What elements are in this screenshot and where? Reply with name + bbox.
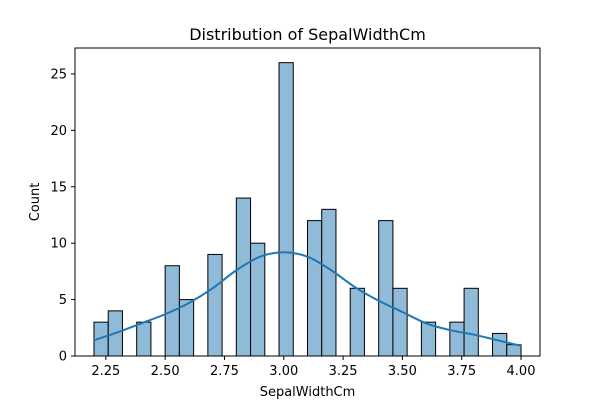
y-tick-label: 10	[50, 237, 67, 252]
histogram-bar	[235, 197, 252, 357]
histogram-bar	[463, 287, 479, 357]
histogram-bar	[136, 321, 152, 357]
x-axis-label: SepalWidthCm	[260, 385, 356, 400]
y-tick-label: 0	[59, 350, 67, 365]
y-axis-label: Count	[28, 183, 43, 222]
histogram-bar	[378, 220, 394, 357]
x-tick-label: 3.50	[388, 364, 417, 379]
y-tick-label: 15	[50, 180, 67, 195]
histogram-bar	[207, 253, 223, 357]
x-tick-label: 3.25	[329, 364, 358, 379]
bars-layer	[93, 62, 522, 357]
chart-title: Distribution of SepalWidthCm	[189, 25, 426, 44]
histogram-bar	[178, 299, 195, 357]
histogram-bar	[392, 287, 408, 357]
x-tick-label: 3.75	[447, 364, 476, 379]
x-tick-label: 3.00	[269, 364, 298, 379]
kde-line	[93, 251, 522, 347]
y-tick-label: 5	[59, 293, 67, 308]
histogram-bar	[321, 208, 337, 357]
histogram-bar	[278, 62, 294, 357]
x-tick-label: 2.50	[151, 364, 180, 379]
plot-frame	[74, 47, 541, 357]
histogram-bar	[506, 344, 522, 357]
x-axis-ticks: 2.25 2.50 2.75 3.00 3.25 3.50 3.75 4.00	[91, 356, 535, 379]
x-tick-label: 2.25	[91, 364, 120, 379]
x-tick-label: 4.00	[507, 364, 536, 379]
y-tick-label: 20	[50, 124, 67, 139]
histogram-bar	[449, 321, 465, 357]
histogram-bar	[420, 321, 437, 357]
histogram-bar	[307, 220, 323, 357]
x-tick-label: 2.75	[210, 364, 239, 379]
y-tick-label: 25	[50, 67, 67, 82]
y-axis-ticks: 0 5 10 15 20 25	[50, 67, 75, 365]
histogram-bar	[349, 287, 365, 357]
histogram-bar	[492, 332, 508, 357]
